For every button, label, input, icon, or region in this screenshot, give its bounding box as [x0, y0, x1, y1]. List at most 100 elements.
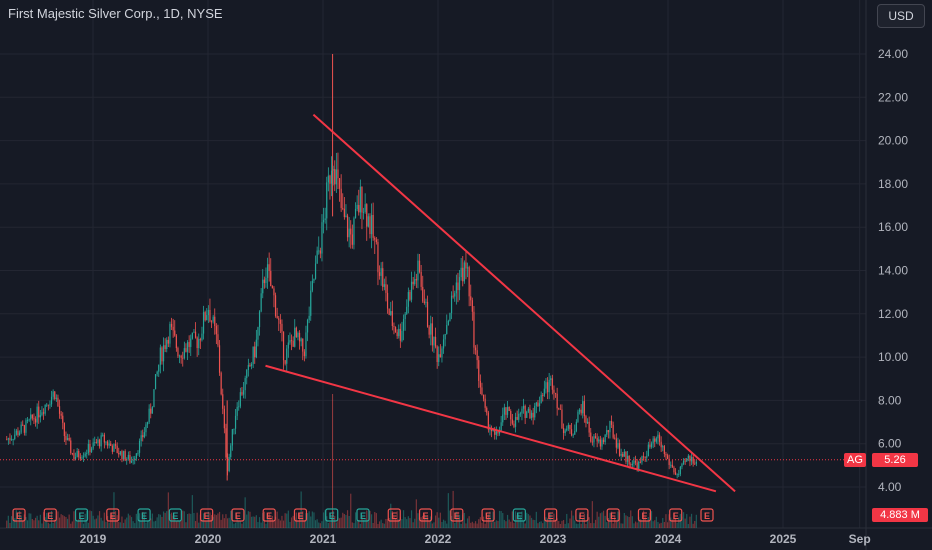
candle-body [25, 420, 27, 433]
volume-bar [593, 523, 595, 528]
candle-body [497, 431, 499, 434]
candle-body [105, 441, 107, 443]
volume-bar [146, 520, 149, 528]
volume-bar [190, 513, 192, 528]
candle-body [129, 454, 131, 463]
volume-bar [322, 512, 325, 528]
candle-body [494, 429, 496, 435]
candle-body [63, 422, 65, 437]
candle-body [566, 428, 568, 431]
candle-body [321, 222, 323, 254]
volume-bar [33, 520, 35, 528]
candle-body [127, 454, 129, 459]
candle-body [564, 430, 566, 434]
candle-body [578, 409, 581, 412]
candle-body [500, 422, 502, 431]
volume-bar [28, 513, 30, 528]
earnings-icon: E [106, 508, 120, 522]
candle-body [575, 421, 577, 432]
volume-bar [380, 519, 382, 528]
volume-bar [266, 515, 269, 528]
candle-body [322, 220, 325, 223]
volume-bar [383, 523, 385, 528]
candle-body [116, 445, 118, 453]
volume-bar [98, 511, 101, 528]
candle-body [298, 332, 301, 342]
volume-bar [521, 511, 523, 528]
candle-body [388, 308, 390, 315]
volume-bar [38, 520, 40, 528]
volume-bar [166, 511, 168, 528]
volume-bar [514, 511, 517, 528]
volume-bar [574, 520, 576, 528]
volume-bar [30, 513, 32, 528]
candle-body [458, 277, 461, 291]
earnings-glyph: E [641, 511, 647, 521]
volume-bar [353, 523, 355, 528]
volume-bar [129, 515, 131, 528]
volume-bar [545, 517, 547, 528]
candle-body [47, 404, 49, 406]
candle-body [71, 453, 73, 454]
candle-body [39, 415, 41, 418]
currency-button[interactable]: USD [877, 4, 925, 28]
volume-bar [430, 516, 432, 528]
x-tick-label: Sep [849, 532, 871, 546]
candle-body [370, 214, 373, 235]
volume-bar [409, 518, 411, 528]
volume-bar [462, 514, 464, 528]
volume-bar [614, 516, 616, 528]
candle-body [154, 374, 157, 390]
volume-bar [87, 522, 89, 528]
x-tick-label: 2021 [310, 532, 337, 546]
earnings-icon: E [575, 508, 589, 522]
candle-body [114, 444, 117, 446]
candle-body [145, 424, 147, 433]
earnings-icon: E [669, 508, 683, 522]
candle-body [521, 408, 523, 414]
candle-body [246, 369, 248, 379]
candle-body [591, 441, 593, 443]
volume-bar [494, 521, 496, 528]
volume-bar [326, 516, 328, 528]
candle-body [532, 412, 534, 418]
volume-bar [167, 492, 169, 528]
candle-body [138, 440, 141, 453]
volume-bar [495, 520, 497, 528]
volume-bar [132, 521, 134, 528]
volume-bar [329, 522, 331, 528]
candle-body [361, 186, 363, 213]
symbol-badge: AG [844, 452, 866, 467]
volume-bar [438, 517, 440, 528]
candle-body [79, 457, 81, 459]
earnings-glyph: E [204, 511, 210, 521]
volume-bar [663, 522, 665, 528]
candle-body [449, 313, 451, 321]
volume-bar [522, 521, 525, 528]
volume-bar [302, 511, 304, 528]
volume-bar [319, 523, 321, 528]
candle-body [217, 334, 219, 346]
volume-bar [273, 520, 275, 528]
candle-body [663, 446, 665, 454]
candle-body [206, 315, 208, 321]
volume-bar [543, 519, 545, 528]
volume-bar [572, 515, 574, 528]
volume-bar [252, 516, 254, 528]
volume-bar [479, 517, 481, 528]
volume-bar [393, 516, 395, 528]
volume-bar [6, 520, 8, 528]
volume-bar [404, 517, 406, 528]
volume-bar [615, 521, 617, 528]
candle-body [414, 279, 416, 285]
candle-body [569, 425, 571, 430]
volume-bar [433, 522, 435, 528]
candle-body [70, 440, 72, 454]
volume-bar [148, 520, 150, 528]
candle-body [342, 207, 344, 209]
volume-bar [449, 510, 451, 528]
candle-body [622, 454, 624, 457]
candle-body [689, 455, 691, 462]
volume-bar [22, 520, 24, 528]
